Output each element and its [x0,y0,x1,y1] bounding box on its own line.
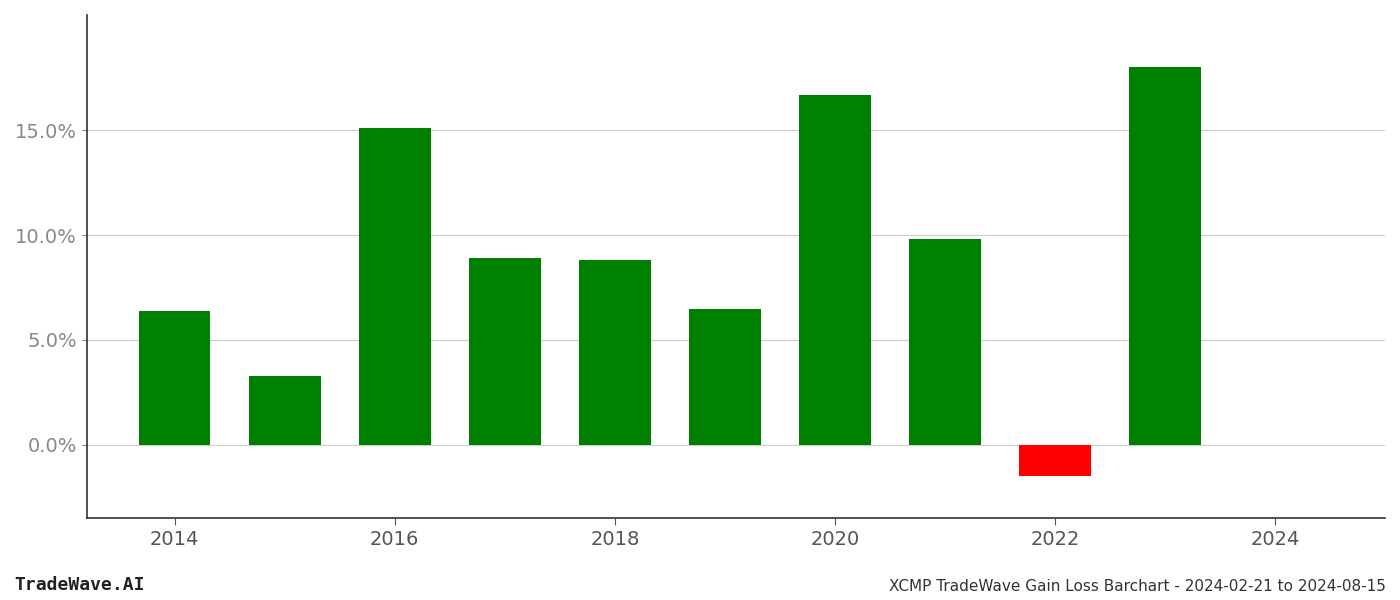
Bar [689,308,760,445]
Text: TradeWave.AI: TradeWave.AI [14,576,144,594]
Bar [909,239,980,445]
Bar [580,260,651,445]
Bar [249,376,321,445]
Bar [1130,67,1201,445]
Bar [799,95,871,445]
Bar [469,258,540,445]
Bar [139,311,210,445]
Bar [1019,445,1091,476]
Bar [358,128,431,445]
Text: XCMP TradeWave Gain Loss Barchart - 2024-02-21 to 2024-08-15: XCMP TradeWave Gain Loss Barchart - 2024… [889,579,1386,594]
